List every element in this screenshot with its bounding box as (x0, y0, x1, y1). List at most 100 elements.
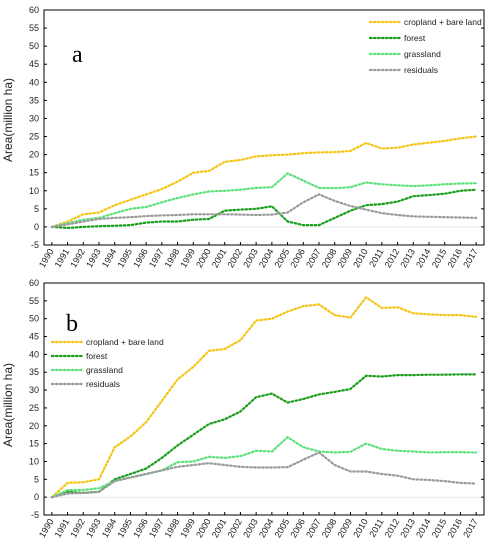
y-tick-label: 40 (29, 349, 39, 359)
x-tick-label: 1993 (84, 247, 103, 269)
x-tick-label: 2000 (194, 517, 213, 539)
y-tick-label: 0 (34, 492, 39, 502)
y-tick-label: 35 (29, 367, 39, 377)
y-tick-label: 25 (29, 132, 39, 142)
x-tick-label: 1998 (163, 247, 182, 269)
y-tick-label: 0 (34, 222, 39, 232)
y-tick-label: 5 (34, 204, 39, 214)
legend: cropland + bare land forest grassland resid… (368, 17, 482, 75)
panel-label: a (72, 42, 83, 68)
series-line-cropland-bare-land (50, 135, 478, 228)
chart-panel-b: -505101520253035404550556019901991199219… (1, 278, 485, 539)
x-tick-label: 1990 (37, 517, 56, 539)
legend-label-forest: forest (86, 351, 108, 361)
x-tick-label: 2007 (304, 247, 323, 269)
x-tick-label: 1994 (100, 517, 119, 539)
legend: cropland + bare land forest grassland resid… (50, 337, 164, 389)
y-tick-label: -5 (31, 240, 39, 250)
legend-label-grassland: grassland (86, 365, 123, 375)
legend-label-forest: forest (404, 33, 426, 43)
x-tick-label: 1999 (178, 247, 197, 269)
x-tick-label: 2007 (304, 517, 323, 539)
x-tick-label: 2004 (257, 247, 276, 269)
series-line-cropland-bare-land (50, 295, 478, 499)
y-tick-label: 15 (29, 439, 39, 449)
x-tick-label: 2001 (210, 517, 229, 539)
series-line-residuals (50, 451, 478, 499)
x-tick-label: 2015 (430, 517, 449, 539)
legend-label-residuals: residuals (404, 65, 438, 75)
x-tick-label: 2003 (241, 247, 260, 269)
x-tick-label: 2002 (225, 517, 244, 539)
x-tick-label: 2002 (225, 247, 244, 269)
y-tick-label: 20 (29, 150, 39, 160)
x-tick-label: 2000 (194, 247, 213, 269)
y-tick-label: 30 (29, 385, 39, 395)
x-tick-label: 2006 (288, 517, 307, 539)
x-tick-label: 2005 (273, 517, 292, 539)
x-tick-label: 2008 (320, 247, 339, 269)
y-tick-label: 20 (29, 421, 39, 431)
x-tick-label: 2016 (445, 517, 464, 539)
chart-panel-a: -505101520253035404550556019901991199219… (1, 5, 485, 269)
x-tick-label: 2010 (351, 247, 370, 269)
x-tick-label: 2017 (461, 247, 480, 269)
x-tick-label: 1995 (115, 247, 134, 269)
x-tick-label: 2005 (273, 247, 292, 269)
x-tick-label: 2001 (210, 247, 229, 269)
y-tick-label: 15 (29, 168, 39, 178)
x-tick-label: 2012 (383, 517, 402, 539)
x-tick-label: 1991 (53, 247, 72, 269)
x-tick-label: 1991 (53, 517, 72, 539)
series-line-residuals (50, 193, 478, 228)
x-tick-label: 2015 (430, 247, 449, 269)
panel-label: b (66, 311, 78, 337)
x-tick-label: 1993 (84, 517, 103, 539)
x-tick-label: 1994 (100, 247, 119, 269)
x-tick-label: 1992 (68, 247, 87, 269)
x-tick-label: 2014 (414, 247, 433, 269)
y-tick-label: 5 (34, 474, 39, 484)
x-tick-label: 2013 (398, 517, 417, 539)
y-tick-label: 45 (29, 59, 39, 69)
series-line-forest (50, 188, 478, 230)
x-tick-label: 1999 (178, 517, 197, 539)
x-tick-label: 2013 (398, 247, 417, 269)
y-axis-label: Area(million ha) (1, 363, 15, 447)
legend-label-residuals: residuals (86, 379, 120, 389)
x-tick-label: 2010 (351, 517, 370, 539)
x-tick-label: 1996 (131, 517, 150, 539)
y-tick-label: 60 (29, 278, 39, 288)
x-tick-label: 2009 (335, 517, 354, 539)
x-tick-label: 2014 (414, 517, 433, 539)
x-tick-label: 2004 (257, 517, 276, 539)
y-tick-label: 45 (29, 332, 39, 342)
x-tick-label: 2016 (445, 247, 464, 269)
y-tick-label: 30 (29, 113, 39, 123)
x-tick-label: 2012 (383, 247, 402, 269)
x-tick-label: 1998 (163, 517, 182, 539)
y-axis-label: Area(million ha) (1, 78, 15, 162)
y-tick-label: 35 (29, 95, 39, 105)
y-tick-label: 50 (29, 41, 39, 51)
legend-label-cropland-bare-land: cropland + bare land (404, 17, 482, 27)
y-tick-label: 10 (29, 456, 39, 466)
x-tick-label: 1997 (147, 517, 166, 539)
x-tick-label: 1996 (131, 247, 150, 269)
plot-frame (43, 282, 485, 516)
y-tick-label: 40 (29, 77, 39, 87)
x-tick-label: 2009 (335, 247, 354, 269)
series-line-forest (50, 373, 478, 499)
x-tick-label: 2017 (461, 517, 480, 539)
legend-label-cropland-bare-land: cropland + bare land (86, 337, 164, 347)
y-tick-label: 55 (29, 296, 39, 306)
y-tick-label: 60 (29, 5, 39, 15)
y-tick-label: 50 (29, 314, 39, 324)
x-tick-label: 1990 (37, 247, 56, 269)
plot-frame (43, 9, 485, 246)
x-tick-label: 1992 (68, 517, 87, 539)
y-tick-label: 10 (29, 186, 39, 196)
x-tick-label: 2003 (241, 517, 260, 539)
series-line-grassland (50, 172, 478, 228)
